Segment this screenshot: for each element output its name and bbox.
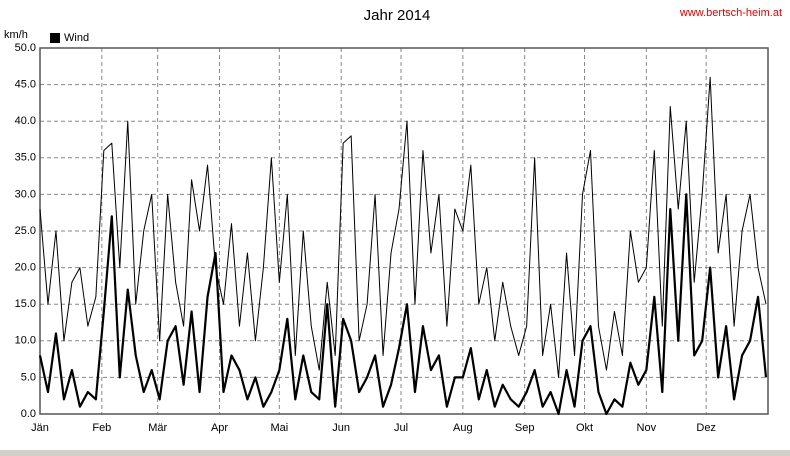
x-tick-label: Mär	[148, 422, 167, 434]
y-tick-label: 25.0	[15, 225, 36, 237]
y-tick-label: 20.0	[15, 262, 36, 274]
x-tick-label: Nov	[637, 422, 657, 434]
x-tick-label: Okt	[576, 422, 593, 434]
y-tick-label: 50.0	[15, 42, 36, 54]
x-tick-label: Apr	[211, 422, 228, 434]
y-tick-label: 10.0	[15, 335, 36, 347]
x-tick-label: Aug	[453, 422, 473, 434]
x-tick-label: Sep	[515, 422, 535, 434]
y-axis-label: km/h	[4, 29, 28, 41]
plot-frame	[39, 47, 769, 415]
y-tick-label: 30.0	[15, 188, 36, 200]
x-tick-label: Jul	[394, 422, 408, 434]
y-tick-label: 5.0	[21, 371, 36, 383]
legend-swatch	[50, 33, 60, 43]
x-tick-label: Feb	[92, 422, 111, 434]
series-line	[38, 193, 768, 416]
y-tick-label: 40.0	[15, 115, 36, 127]
chart-title: Jahr 2014	[364, 7, 431, 24]
y-tick-label: 35.0	[15, 152, 36, 164]
legend-label: Wind	[64, 32, 89, 44]
y-tick-label: 45.0	[15, 79, 36, 91]
x-tick-label: Dez	[696, 422, 716, 434]
x-tick-label: Jän	[31, 422, 49, 434]
y-tick-label: 0.0	[21, 408, 36, 420]
source-label: www.bertsch-heim.at	[679, 7, 782, 19]
x-tick-label: Mai	[270, 422, 288, 434]
series-line	[39, 76, 767, 378]
x-tick-label: Jun	[332, 422, 350, 434]
y-tick-label: 15.0	[15, 298, 36, 310]
status-bar	[0, 450, 790, 456]
